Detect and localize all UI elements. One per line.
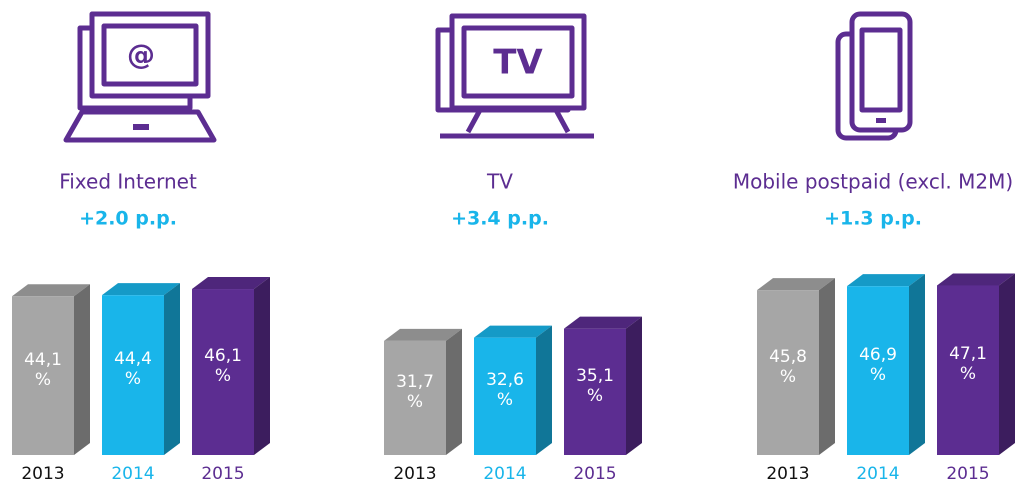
at-sign: @	[127, 38, 155, 71]
value-label: 32,6 %	[486, 370, 524, 411]
x-tick-label: 2013	[393, 464, 436, 484]
x-tick-label: 2015	[201, 464, 244, 484]
bar	[474, 337, 536, 455]
chart-title: TV	[486, 170, 513, 194]
chart-subtitle: +1.3 p.p.	[824, 208, 922, 230]
bar	[12, 296, 74, 455]
x-tick-label: 2014	[856, 464, 899, 484]
bar-side	[626, 316, 642, 455]
bar-top	[474, 325, 552, 338]
laptop-icon: @	[63, 11, 217, 143]
value-label: 44,4 %	[114, 349, 152, 390]
x-tick-label: 2013	[766, 464, 809, 484]
bar	[102, 295, 164, 455]
bar-side	[164, 283, 180, 455]
value-label: 31,7 %	[396, 371, 434, 412]
bar-side	[446, 328, 462, 455]
bar-side	[254, 277, 270, 455]
value-label: 46,9 %	[859, 344, 897, 385]
bar	[937, 285, 999, 455]
bar-side	[909, 274, 925, 455]
value-label: 44,1 %	[24, 349, 62, 390]
bar-side	[819, 278, 835, 455]
chart-title: Fixed Internet	[59, 170, 197, 194]
value-label: 35,1 %	[576, 365, 614, 406]
bar-side	[999, 273, 1015, 455]
value-label: 47,1 %	[949, 344, 987, 385]
x-tick-label: 2014	[483, 464, 526, 484]
x-tick-label: 2014	[111, 464, 154, 484]
tv-text: TV	[493, 43, 543, 83]
bar	[757, 290, 819, 455]
phone-icon	[835, 11, 913, 141]
x-tick-label: 2013	[21, 464, 64, 484]
bar	[564, 328, 626, 455]
bar-top	[102, 283, 180, 296]
chart-subtitle: +3.4 p.p.	[451, 208, 549, 230]
tv-icon: TV	[435, 13, 594, 139]
bar	[384, 340, 446, 455]
chart-title: Mobile postpaid (excl. M2M)	[733, 170, 1013, 194]
bar-top	[757, 278, 835, 291]
bar-top	[384, 328, 462, 341]
bar-top	[937, 273, 1015, 286]
bar-top	[12, 284, 90, 297]
x-tick-label: 2015	[573, 464, 616, 484]
bar-side	[536, 325, 552, 455]
bar	[847, 286, 909, 455]
value-label: 45,8 %	[769, 346, 807, 387]
bar	[192, 289, 254, 455]
bar-top	[192, 277, 270, 290]
x-tick-label: 2015	[946, 464, 989, 484]
bar-top	[564, 316, 642, 329]
bar-side	[74, 284, 90, 455]
chart-subtitle: +2.0 p.p.	[79, 208, 177, 230]
value-label: 46,1 %	[204, 346, 242, 387]
bar-top	[847, 274, 925, 287]
